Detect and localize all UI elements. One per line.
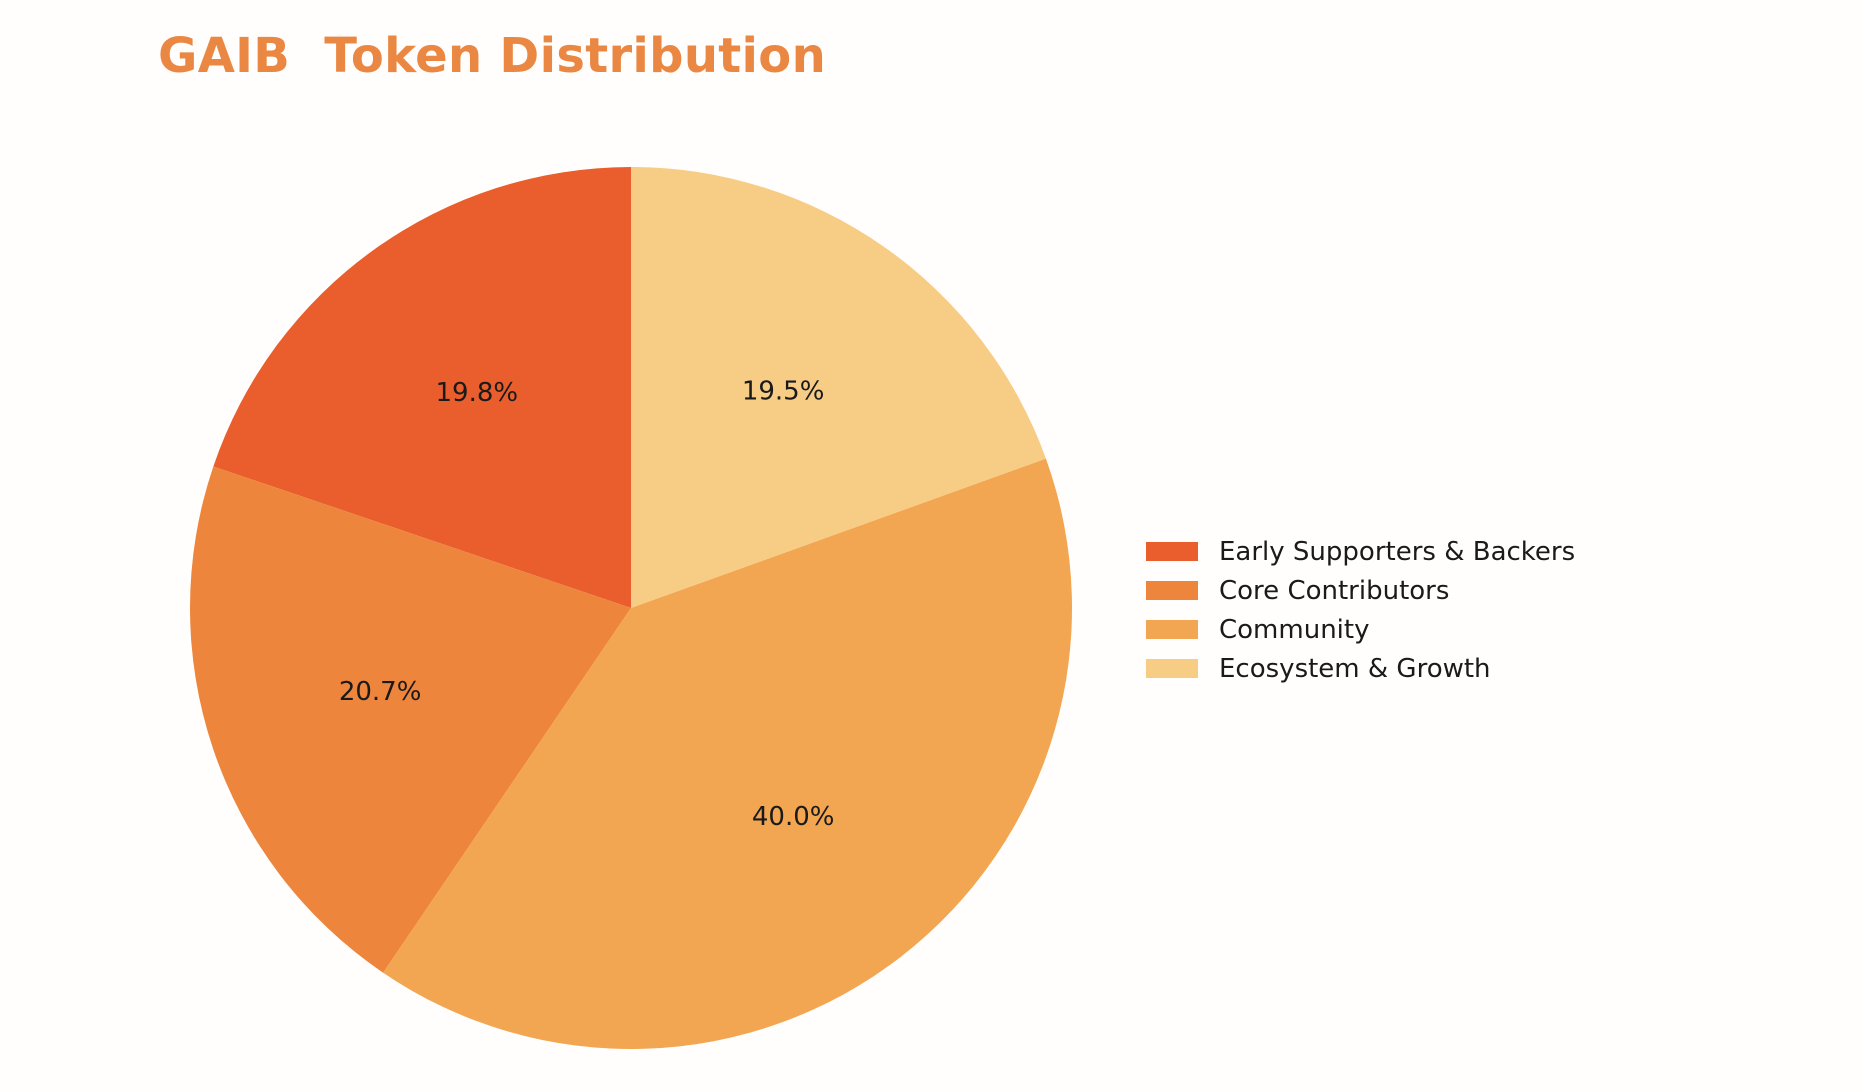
legend: Early Supporters & Backers Core Contribu… bbox=[1146, 532, 1575, 688]
legend-label: Core Contributors bbox=[1219, 575, 1450, 606]
legend-item: Community bbox=[1146, 610, 1575, 649]
slice-percent-label: 19.5% bbox=[742, 377, 825, 407]
legend-label: Early Supporters & Backers bbox=[1219, 536, 1576, 567]
slice-percent-label: 20.7% bbox=[339, 677, 422, 707]
legend-item: Core Contributors bbox=[1146, 571, 1575, 610]
chart-title: GAIB Token Distribution bbox=[158, 28, 827, 84]
legend-swatch bbox=[1146, 542, 1198, 561]
legend-item: Early Supporters & Backers bbox=[1146, 532, 1575, 571]
legend-swatch bbox=[1146, 659, 1198, 678]
legend-label: Community bbox=[1219, 614, 1370, 645]
slice-percent-label: 19.8% bbox=[436, 378, 519, 408]
pie-slice-community bbox=[383, 458, 1072, 1049]
pie-slice-core-contributors bbox=[190, 466, 632, 973]
legend-item: Ecosystem & Growth bbox=[1146, 649, 1575, 688]
pie-slices bbox=[190, 167, 1072, 1049]
legend-label: Ecosystem & Growth bbox=[1219, 653, 1491, 684]
pie-slice-early-supporters-backers bbox=[213, 167, 631, 608]
pie-labels: 19.8% 20.7% 40.0% 19.5% bbox=[339, 377, 835, 833]
legend-swatch bbox=[1146, 581, 1198, 600]
legend-swatch bbox=[1146, 620, 1198, 639]
slice-percent-label: 40.0% bbox=[752, 802, 835, 832]
pie-slice-ecosystem-growth bbox=[631, 167, 1046, 608]
